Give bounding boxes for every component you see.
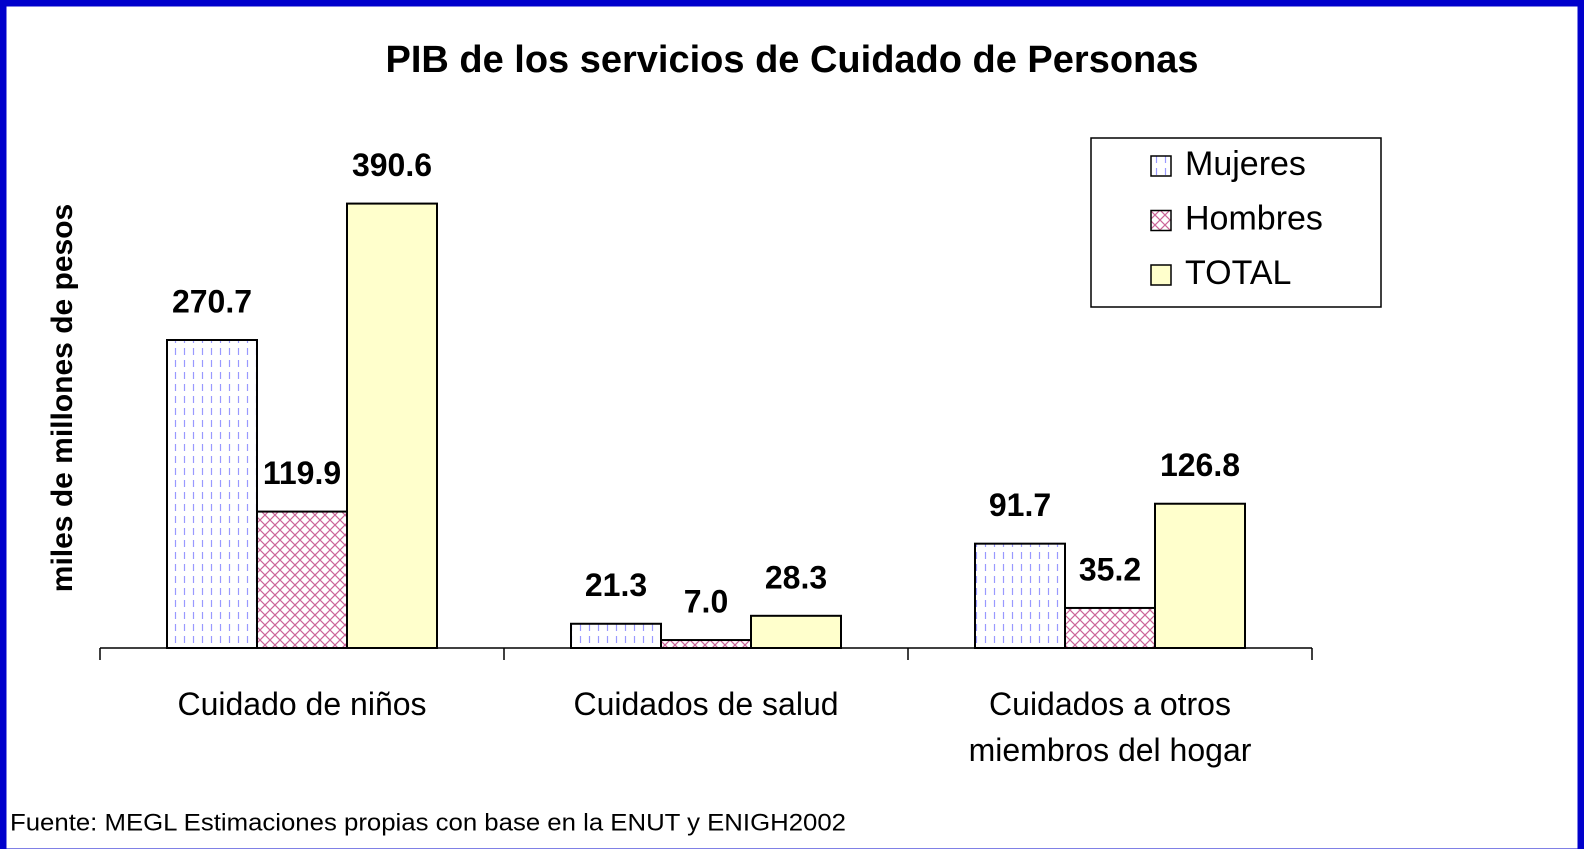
data-label: 7.0 bbox=[684, 583, 728, 619]
legend-label: Mujeres bbox=[1185, 145, 1306, 183]
bar bbox=[1064, 606, 1156, 649]
y-axis-label: miles de millones de pesos bbox=[46, 204, 79, 592]
legend-swatch bbox=[1150, 155, 1172, 177]
data-label: 28.3 bbox=[765, 559, 827, 595]
bar bbox=[166, 339, 258, 649]
data-label: 35.2 bbox=[1079, 551, 1141, 587]
source-note: Fuente: MEGL Estimaciones propias con ba… bbox=[10, 809, 846, 836]
data-label: 270.7 bbox=[172, 283, 252, 319]
x-tick-label: Cuidados de salud bbox=[573, 686, 839, 722]
data-label: 21.3 bbox=[585, 567, 647, 603]
bar bbox=[570, 622, 662, 649]
legend-box bbox=[1090, 137, 1382, 308]
data-label: 126.8 bbox=[1160, 447, 1240, 483]
x-tick-label: Cuidados a otros miembros del hogar bbox=[968, 686, 1252, 768]
legend-label: TOTAL bbox=[1185, 254, 1291, 292]
data-label: 119.9 bbox=[263, 455, 341, 491]
bar bbox=[660, 639, 752, 650]
bar bbox=[346, 202, 438, 649]
data-label: 390.6 bbox=[352, 147, 432, 183]
x-tick-label: Cuidado de niños bbox=[177, 686, 427, 722]
legend-swatch bbox=[1150, 264, 1172, 286]
legend-swatch bbox=[1150, 209, 1172, 232]
data-label: 91.7 bbox=[989, 487, 1051, 523]
bar bbox=[256, 510, 348, 649]
bar bbox=[974, 542, 1066, 649]
chart-title: PIB de los servicios de Cuidado de Perso… bbox=[385, 39, 1198, 81]
bar bbox=[1154, 502, 1246, 649]
bar bbox=[750, 614, 842, 650]
legend-label: Hombres bbox=[1185, 199, 1323, 237]
